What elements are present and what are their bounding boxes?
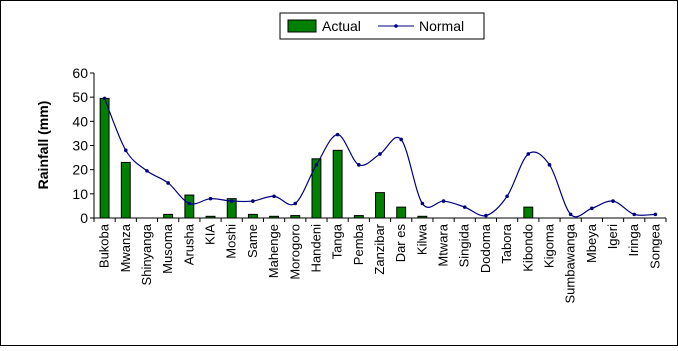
bar-actual (99, 97, 110, 219)
point-normal (378, 152, 382, 156)
point-normal (547, 163, 552, 167)
x-category-label: Dodoma (478, 223, 493, 273)
bar-actual (247, 213, 258, 219)
x-category-label: Sumbawanga (563, 223, 578, 303)
point-normal (335, 132, 340, 137)
x-category-label: Dar es (393, 224, 408, 263)
legend-swatch-actual (287, 19, 317, 33)
point-normal (399, 137, 403, 142)
x-category-label: Kilwa (414, 223, 429, 255)
x-category-label: Bukoba (97, 223, 112, 268)
y-axis: 0 10 20 30 40 50 60 (72, 65, 95, 226)
point-normal (420, 201, 425, 206)
point-normal (526, 152, 531, 156)
legend: Actual Normal (279, 12, 485, 40)
point-normal (505, 194, 509, 199)
bar-actual (184, 194, 195, 219)
bar-actual (163, 213, 174, 219)
x-category-label: Singida (457, 223, 472, 267)
point-normal (251, 199, 255, 203)
x-category-label: Morogoro (287, 224, 302, 280)
bar-actual (120, 161, 131, 219)
bar-actual (332, 149, 343, 219)
point-normal (229, 199, 234, 203)
point-normal (272, 194, 276, 199)
x-axis: Bukoba Mwanza Shinyanga Musoma Arusha KIA Mosh… (93, 217, 667, 304)
point-normal (653, 212, 658, 217)
point-normal (208, 196, 213, 201)
x-category-label: Same (245, 224, 260, 258)
x-category-label: Pemba (351, 223, 366, 265)
x-category-label: Mahenge (266, 224, 281, 278)
x-category-label: Handeni (308, 224, 323, 273)
series-normal (102, 96, 658, 218)
point-normal (187, 201, 192, 206)
y-axis-title: Rainfall (mm) (35, 101, 51, 190)
y-tick-label: 50 (72, 89, 88, 105)
point-normal (314, 163, 319, 167)
point-normal (462, 205, 467, 209)
x-category-label: Songea (647, 223, 662, 269)
x-category-label: Tabora (499, 223, 514, 264)
bar-actual (375, 192, 385, 219)
point-normal (611, 199, 615, 203)
bar-actual (396, 206, 407, 219)
point-normal (293, 201, 298, 206)
y-tick-label: 40 (72, 113, 88, 129)
x-category-label: Kigoma (541, 223, 556, 268)
point-normal (484, 213, 488, 218)
x-category-label: Tanga (330, 223, 345, 259)
x-category-label: Shinyanga (139, 223, 154, 285)
legend-label-normal: Normal (419, 18, 464, 34)
y-tick-label: 10 (72, 186, 88, 202)
point-normal (123, 148, 128, 153)
y-tick-label: 20 (72, 162, 88, 178)
bar-actual (311, 158, 322, 219)
point-normal (357, 163, 361, 167)
legend-label-actual: Actual (322, 18, 361, 34)
x-category-label: Iringa (626, 223, 641, 256)
x-category-label: Zanzibar (372, 223, 387, 274)
x-category-label: Mbeya (584, 223, 599, 263)
point-normal (632, 212, 637, 217)
bar-actual (523, 206, 534, 219)
x-category-label: Igeri (605, 224, 620, 249)
y-tick-label: 30 (72, 138, 88, 154)
x-category-label: Musoma (160, 223, 175, 274)
legend-marker-normal (394, 24, 398, 28)
point-normal (590, 206, 594, 211)
x-category-label: Kibondo (520, 224, 535, 272)
point-normal (568, 212, 573, 217)
x-category-label: Arusha (181, 223, 196, 265)
point-normal (441, 199, 446, 203)
x-category-label: Moshi (224, 224, 239, 259)
point-normal (145, 169, 149, 173)
y-tick-label: 60 (72, 65, 88, 81)
point-normal (102, 96, 107, 101)
point-normal (166, 181, 170, 185)
x-category-label: Mwanza (118, 223, 133, 272)
x-category-label: KIA (203, 224, 218, 245)
x-category-label: Mtwara (436, 223, 451, 266)
y-tick-label: 0 (80, 210, 88, 226)
